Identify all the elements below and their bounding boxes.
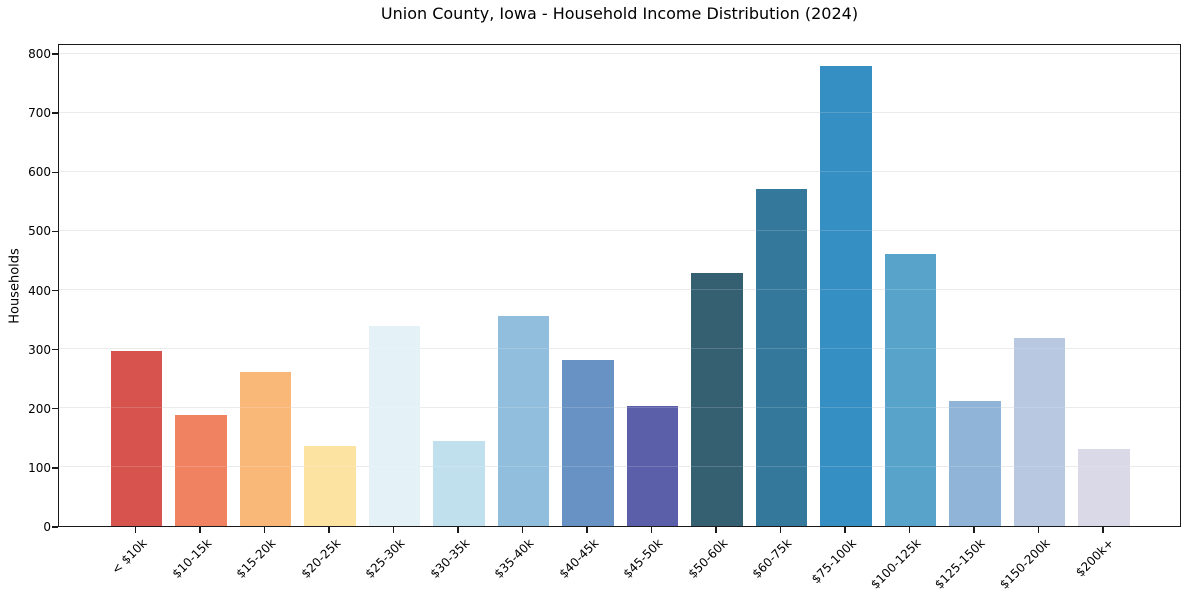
y-tick-mark	[52, 526, 58, 528]
gridline	[59, 229, 1180, 231]
bar-15-20k	[239, 371, 292, 526]
gridline-overlay	[59, 111, 1180, 113]
x-tick-mark	[715, 527, 717, 533]
bar-45-50k	[626, 406, 679, 526]
gridline-overlay	[59, 466, 1180, 468]
y-tick-label: 800	[28, 47, 51, 62]
gridline-overlay	[59, 52, 1180, 54]
bar-100-125k	[884, 254, 937, 526]
x-tick-label: $50-60k	[685, 536, 730, 581]
y-tick-label: 200	[28, 401, 51, 416]
gridline	[59, 466, 1180, 468]
y-tick-mark	[52, 289, 58, 292]
gridline-overlay	[59, 348, 1180, 350]
bar-75-100k	[820, 66, 872, 526]
bar-35-40k	[497, 315, 550, 526]
x-tick-mark	[521, 527, 524, 533]
x-tick-mark	[844, 527, 846, 533]
bar-30-35k	[433, 441, 485, 526]
y-tick-mark	[52, 53, 58, 55]
x-tick-label: $75-100k	[808, 536, 859, 587]
bar-200k+	[1078, 449, 1130, 526]
gridline	[59, 111, 1180, 113]
bar-20-25k	[304, 445, 356, 526]
bar-10k	[110, 351, 163, 526]
y-tick-mark	[52, 171, 58, 173]
x-tick-label: $15-20k	[233, 536, 279, 581]
plot-area	[58, 44, 1181, 527]
x-tick-mark	[1102, 527, 1104, 533]
bar-125-150k	[949, 400, 1001, 526]
x-tick-label: $30-35k	[427, 536, 472, 581]
gridline	[59, 170, 1180, 172]
x-tick-mark	[457, 527, 459, 533]
x-tick-label: $200k+	[1073, 536, 1117, 580]
bar-60-75k	[755, 189, 808, 526]
gridline	[59, 348, 1180, 350]
y-tick-mark	[52, 112, 58, 114]
bar-40-45k	[562, 359, 614, 526]
x-tick-label: $45-50k	[620, 536, 666, 581]
x-tick-mark	[328, 527, 330, 533]
y-tick-label: 100	[28, 460, 51, 475]
y-tick-label: 700	[28, 106, 51, 121]
x-tick-label: $150-200k	[996, 536, 1053, 590]
bar-50-60k	[691, 272, 743, 526]
gridline-overlay	[59, 229, 1180, 231]
x-tick-mark	[973, 527, 975, 533]
y-tick-mark	[52, 408, 58, 410]
y-tick-mark	[52, 348, 58, 351]
y-tick-mark	[52, 467, 58, 469]
x-tick-label: $25-30k	[362, 536, 408, 581]
gridline	[59, 407, 1180, 409]
y-tick-label: 600	[28, 165, 51, 180]
x-tick-mark	[199, 527, 201, 533]
x-tick-label: < $10k	[108, 536, 150, 577]
gridline-overlay	[59, 170, 1180, 172]
gridline-overlay	[59, 289, 1180, 291]
x-tick-mark	[392, 527, 395, 533]
x-tick-mark	[650, 527, 653, 533]
x-tick-label: $100-125k	[867, 536, 924, 590]
y-tick-label: 0	[43, 520, 51, 534]
x-tick-label: $20-25k	[298, 536, 343, 581]
x-tick-label: $35-40k	[491, 536, 537, 581]
x-tick-mark	[263, 527, 266, 533]
x-tick-label: $10-15k	[169, 536, 214, 581]
gridline-overlay	[59, 407, 1180, 409]
x-tick-mark	[1037, 527, 1040, 533]
gridline	[59, 289, 1180, 291]
chart-title: Union County, Iowa - Household Income Di…	[380, 4, 859, 23]
x-tick-label: $40-45k	[556, 536, 601, 581]
x-tick-mark	[779, 527, 782, 533]
x-tick-mark	[586, 527, 588, 533]
y-tick-mark	[52, 230, 58, 233]
y-tick-label: 400	[28, 283, 51, 298]
x-tick-mark	[134, 527, 137, 533]
x-tick-label: $60-75k	[749, 536, 795, 581]
x-tick-mark	[908, 527, 911, 533]
x-tick-label: $125-150k	[932, 536, 988, 590]
y-tick-label: 500	[28, 224, 51, 239]
bar-150-200k	[1013, 338, 1066, 526]
gridline	[59, 52, 1180, 54]
y-tick-label: 300	[28, 342, 51, 357]
bar-25-30k	[368, 326, 421, 526]
bar-10-15k	[175, 414, 227, 526]
